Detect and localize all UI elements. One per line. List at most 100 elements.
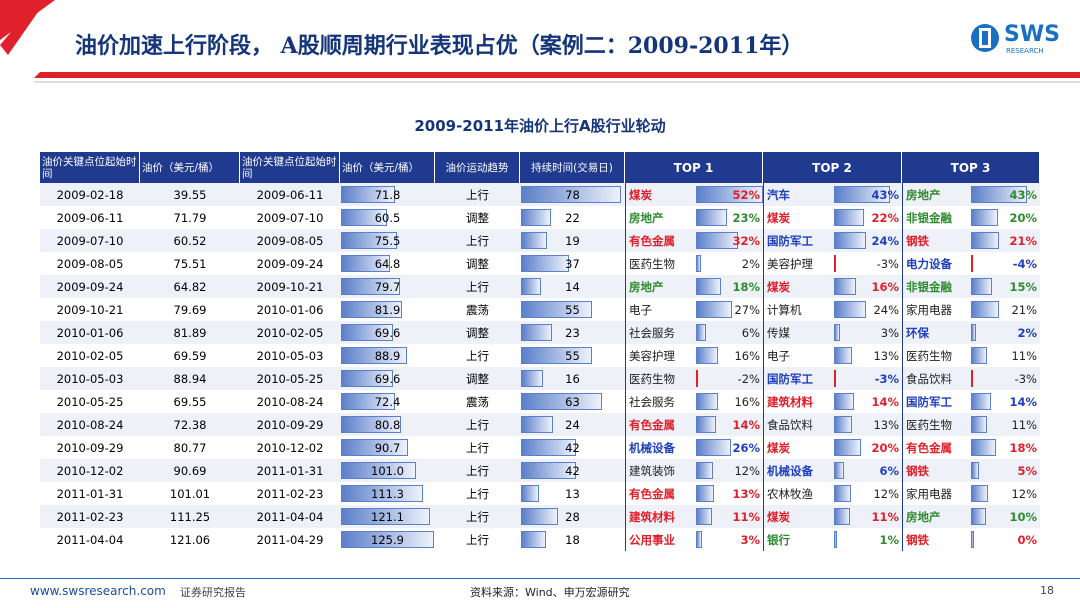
table-cell: 111.25 (140, 505, 240, 528)
cell-text: 医药生物 (629, 371, 675, 386)
cell-text: 社会服务 (629, 325, 675, 340)
data-bar (834, 347, 853, 364)
cell-text: 调整 (466, 256, 489, 271)
table-cell: 医药生物 (625, 367, 695, 390)
table-cell: 农林牧渔 (763, 482, 833, 505)
data-bar (521, 324, 552, 341)
table-cell: 11% (695, 505, 763, 528)
table-cell: 上行 (435, 229, 520, 252)
table-cell: 79.69 (140, 298, 240, 321)
table-cell: 有色金属 (625, 413, 695, 436)
table-cell: 2010-02-05 (40, 344, 140, 367)
cell-text: 2011-04-29 (256, 532, 324, 547)
data-bar (341, 370, 394, 387)
table-cell: 64.82 (140, 275, 240, 298)
cell-text: 煤炭 (767, 279, 790, 294)
table-cell: 非银金融 (902, 275, 970, 298)
table-cell: -4% (970, 252, 1040, 275)
cell-text: 上行 (466, 348, 489, 363)
cell-text: 13% (873, 348, 899, 363)
data-bar (971, 347, 987, 364)
header-cell: 油价关键点位起始时间 (240, 152, 340, 183)
table-cell: 43% (970, 183, 1040, 206)
table-cell: 1% (833, 528, 902, 551)
cell-text: 建筑材料 (629, 509, 675, 524)
cell-text: 80.8 (374, 417, 401, 432)
data-bar (696, 324, 706, 341)
cell-text: 90.69 (173, 463, 207, 478)
cell-text: 电子 (629, 302, 652, 317)
table-cell: 建筑材料 (763, 390, 833, 413)
table-cell: 63 (520, 390, 625, 413)
table-cell: 14% (833, 390, 902, 413)
data-bar (521, 347, 592, 364)
table-cell: -3% (833, 367, 902, 390)
cell-text: 2010-05-03 (256, 348, 324, 363)
cell-text: 上行 (466, 233, 489, 248)
cell-text: 上行 (466, 486, 489, 501)
data-bar (696, 301, 732, 318)
cell-text: 5% (1017, 463, 1037, 478)
data-bar (834, 393, 854, 410)
table-cell: 2011-04-04 (40, 528, 140, 551)
table-cell: 震荡 (435, 390, 520, 413)
header-cell: 油价运动趋势 (435, 152, 520, 183)
cell-text: 上行 (466, 463, 489, 478)
cell-text: 111.25 (169, 509, 211, 524)
cell-text: 24% (873, 302, 899, 317)
cell-text: 2010-02-05 (256, 325, 324, 340)
data-bar (971, 232, 1000, 249)
data-bar (696, 439, 731, 456)
table-cell: 15% (970, 275, 1040, 298)
table-cell: 2009-07-10 (240, 206, 340, 229)
data-bar (696, 255, 701, 272)
data-bar (341, 209, 387, 226)
page-number: 18 (1040, 584, 1054, 597)
cell-text: 75.5 (374, 233, 401, 248)
table-cell: 2010-08-24 (240, 390, 340, 413)
footer-label: 证券研究报告 (180, 586, 246, 599)
data-bar (971, 186, 1027, 203)
cell-text: 71.79 (173, 210, 207, 225)
table-cell: 机械设备 (625, 436, 695, 459)
cell-text: 电力设备 (906, 256, 952, 271)
cell-text: 32% (732, 233, 760, 248)
table-cell: 32% (695, 229, 763, 252)
data-bar (971, 209, 998, 226)
data-bar (341, 186, 395, 203)
cell-text: 食品饮料 (906, 371, 952, 386)
cell-text: 房地产 (906, 187, 941, 202)
table-cell: 电子 (763, 344, 833, 367)
table-cell: 上行 (435, 413, 520, 436)
cell-text: 69.6 (374, 371, 401, 386)
cell-text: 14% (732, 417, 760, 432)
data-bar (834, 255, 836, 272)
cell-text: 2009-07-10 (256, 210, 324, 225)
data-bar (696, 393, 718, 410)
table-cell: 社会服务 (625, 390, 695, 413)
table-cell: 非银金融 (902, 206, 970, 229)
table-cell: 71.79 (140, 206, 240, 229)
cell-text: 环保 (906, 325, 929, 340)
cell-text: 81.89 (173, 325, 207, 340)
cell-text: 16% (871, 279, 899, 294)
cell-text: 上行 (466, 532, 489, 547)
table-cell: 20% (833, 436, 902, 459)
cell-text: 银行 (767, 532, 790, 547)
cell-text: 非银金融 (906, 279, 952, 294)
cell-text: 72.38 (173, 417, 207, 432)
table-cell: 20% (970, 206, 1040, 229)
cell-text: 2009-02-18 (56, 187, 124, 202)
table-cell: 房地产 (625, 206, 695, 229)
table-cell: 2010-05-03 (240, 344, 340, 367)
cell-text: 12% (1011, 486, 1037, 501)
cell-text: 12% (734, 463, 760, 478)
table-cell: 43% (833, 183, 902, 206)
cell-text: 22 (565, 210, 580, 225)
cell-text: 69.55 (173, 394, 207, 409)
table-cell: 125.9 (340, 528, 435, 551)
cell-text: 28 (565, 509, 580, 524)
table-cell: -3% (833, 252, 902, 275)
cell-text: 调整 (466, 210, 489, 225)
header-cell: TOP 2 (763, 152, 902, 183)
